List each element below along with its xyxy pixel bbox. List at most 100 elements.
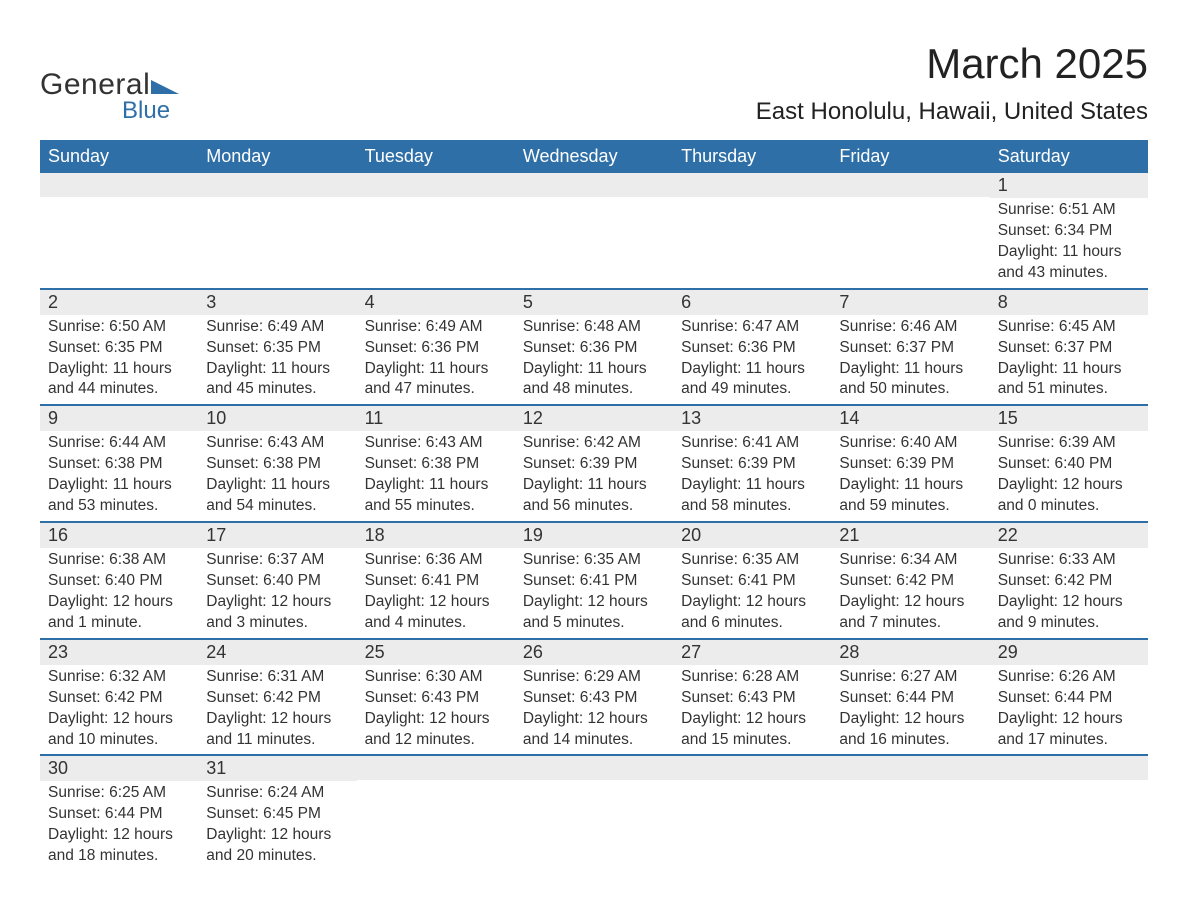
day-content: Sunrise: 6:28 AMSunset: 6:43 PMDaylight:… (673, 665, 831, 755)
day-number: 25 (357, 640, 515, 665)
day-content: Sunrise: 6:48 AMSunset: 6:36 PMDaylight:… (515, 315, 673, 405)
day-content (673, 197, 831, 203)
daylight-text: Daylight: 11 hours and 47 minutes. (365, 359, 507, 401)
week-row: 9Sunrise: 6:44 AMSunset: 6:38 PMDaylight… (40, 405, 1148, 522)
col-friday: Friday (831, 140, 989, 173)
sunset-text: Sunset: 6:42 PM (998, 571, 1140, 592)
day-number: 18 (357, 523, 515, 548)
daylight-text: Daylight: 12 hours and 15 minutes. (681, 709, 823, 751)
day-number: 4 (357, 290, 515, 315)
day-number (357, 756, 515, 780)
col-monday: Monday (198, 140, 356, 173)
day-cell: 21Sunrise: 6:34 AMSunset: 6:42 PMDayligh… (831, 522, 989, 639)
sunrise-text: Sunrise: 6:51 AM (998, 200, 1140, 221)
day-cell: 25Sunrise: 6:30 AMSunset: 6:43 PMDayligh… (357, 639, 515, 756)
day-cell: 6Sunrise: 6:47 AMSunset: 6:36 PMDaylight… (673, 289, 831, 406)
day-content: Sunrise: 6:49 AMSunset: 6:35 PMDaylight:… (198, 315, 356, 405)
sunset-text: Sunset: 6:43 PM (523, 688, 665, 709)
sunrise-text: Sunrise: 6:47 AM (681, 317, 823, 338)
sunset-text: Sunset: 6:41 PM (523, 571, 665, 592)
day-number: 23 (40, 640, 198, 665)
day-content: Sunrise: 6:37 AMSunset: 6:40 PMDaylight:… (198, 548, 356, 638)
sunrise-text: Sunrise: 6:36 AM (365, 550, 507, 571)
day-cell: 14Sunrise: 6:40 AMSunset: 6:39 PMDayligh… (831, 405, 989, 522)
sunset-text: Sunset: 6:45 PM (206, 804, 348, 825)
day-number: 30 (40, 756, 198, 781)
calendar-table: Sunday Monday Tuesday Wednesday Thursday… (40, 140, 1148, 871)
daylight-text: Daylight: 12 hours and 20 minutes. (206, 825, 348, 867)
day-cell: 10Sunrise: 6:43 AMSunset: 6:38 PMDayligh… (198, 405, 356, 522)
sunrise-text: Sunrise: 6:33 AM (998, 550, 1140, 571)
day-cell: 11Sunrise: 6:43 AMSunset: 6:38 PMDayligh… (357, 405, 515, 522)
daylight-text: Daylight: 11 hours and 54 minutes. (206, 475, 348, 517)
day-cell (198, 173, 356, 289)
day-cell: 23Sunrise: 6:32 AMSunset: 6:42 PMDayligh… (40, 639, 198, 756)
header-row: Sunday Monday Tuesday Wednesday Thursday… (40, 140, 1148, 173)
daylight-text: Daylight: 12 hours and 18 minutes. (48, 825, 190, 867)
title-block: March 2025 East Honolulu, Hawaii, United… (756, 40, 1148, 132)
sunrise-text: Sunrise: 6:37 AM (206, 550, 348, 571)
col-sunday: Sunday (40, 140, 198, 173)
sunset-text: Sunset: 6:34 PM (998, 221, 1140, 242)
day-number: 10 (198, 406, 356, 431)
day-number: 27 (673, 640, 831, 665)
location-subtitle: East Honolulu, Hawaii, United States (756, 98, 1148, 126)
day-number: 22 (990, 523, 1148, 548)
day-number: 11 (357, 406, 515, 431)
day-cell: 2Sunrise: 6:50 AMSunset: 6:35 PMDaylight… (40, 289, 198, 406)
day-number: 24 (198, 640, 356, 665)
day-cell: 20Sunrise: 6:35 AMSunset: 6:41 PMDayligh… (673, 522, 831, 639)
day-cell (515, 173, 673, 289)
daylight-text: Daylight: 12 hours and 0 minutes. (998, 475, 1140, 517)
day-cell: 30Sunrise: 6:25 AMSunset: 6:44 PMDayligh… (40, 755, 198, 871)
day-cell (357, 755, 515, 871)
sunrise-text: Sunrise: 6:43 AM (206, 433, 348, 454)
col-wednesday: Wednesday (515, 140, 673, 173)
day-cell: 9Sunrise: 6:44 AMSunset: 6:38 PMDaylight… (40, 405, 198, 522)
col-saturday: Saturday (990, 140, 1148, 173)
sunrise-text: Sunrise: 6:28 AM (681, 667, 823, 688)
sunrise-text: Sunrise: 6:30 AM (365, 667, 507, 688)
day-cell (40, 173, 198, 289)
day-cell: 19Sunrise: 6:35 AMSunset: 6:41 PMDayligh… (515, 522, 673, 639)
sunrise-text: Sunrise: 6:34 AM (839, 550, 981, 571)
daylight-text: Daylight: 11 hours and 49 minutes. (681, 359, 823, 401)
sunrise-text: Sunrise: 6:38 AM (48, 550, 190, 571)
sunrise-text: Sunrise: 6:35 AM (681, 550, 823, 571)
daylight-text: Daylight: 11 hours and 59 minutes. (839, 475, 981, 517)
daylight-text: Daylight: 11 hours and 43 minutes. (998, 242, 1140, 284)
day-cell: 15Sunrise: 6:39 AMSunset: 6:40 PMDayligh… (990, 405, 1148, 522)
day-cell (831, 755, 989, 871)
sunrise-text: Sunrise: 6:32 AM (48, 667, 190, 688)
day-cell: 8Sunrise: 6:45 AMSunset: 6:37 PMDaylight… (990, 289, 1148, 406)
sunrise-text: Sunrise: 6:39 AM (998, 433, 1140, 454)
day-cell: 16Sunrise: 6:38 AMSunset: 6:40 PMDayligh… (40, 522, 198, 639)
sunrise-text: Sunrise: 6:49 AM (206, 317, 348, 338)
day-content (357, 197, 515, 203)
day-content: Sunrise: 6:25 AMSunset: 6:44 PMDaylight:… (40, 781, 198, 871)
daylight-text: Daylight: 12 hours and 6 minutes. (681, 592, 823, 634)
day-number: 28 (831, 640, 989, 665)
day-content: Sunrise: 6:36 AMSunset: 6:41 PMDaylight:… (357, 548, 515, 638)
sunset-text: Sunset: 6:42 PM (206, 688, 348, 709)
day-number: 16 (40, 523, 198, 548)
day-content: Sunrise: 6:49 AMSunset: 6:36 PMDaylight:… (357, 315, 515, 405)
day-cell: 3Sunrise: 6:49 AMSunset: 6:35 PMDaylight… (198, 289, 356, 406)
day-number (515, 756, 673, 780)
sunset-text: Sunset: 6:40 PM (48, 571, 190, 592)
sunset-text: Sunset: 6:37 PM (998, 338, 1140, 359)
day-number: 3 (198, 290, 356, 315)
day-content: Sunrise: 6:30 AMSunset: 6:43 PMDaylight:… (357, 665, 515, 755)
day-number: 29 (990, 640, 1148, 665)
day-content: Sunrise: 6:35 AMSunset: 6:41 PMDaylight:… (515, 548, 673, 638)
day-content: Sunrise: 6:32 AMSunset: 6:42 PMDaylight:… (40, 665, 198, 755)
sunrise-text: Sunrise: 6:25 AM (48, 783, 190, 804)
sunset-text: Sunset: 6:44 PM (48, 804, 190, 825)
daylight-text: Daylight: 11 hours and 50 minutes. (839, 359, 981, 401)
day-content: Sunrise: 6:33 AMSunset: 6:42 PMDaylight:… (990, 548, 1148, 638)
day-content (198, 197, 356, 203)
day-content: Sunrise: 6:42 AMSunset: 6:39 PMDaylight:… (515, 431, 673, 521)
sunset-text: Sunset: 6:37 PM (839, 338, 981, 359)
day-content (40, 197, 198, 203)
daylight-text: Daylight: 11 hours and 48 minutes. (523, 359, 665, 401)
